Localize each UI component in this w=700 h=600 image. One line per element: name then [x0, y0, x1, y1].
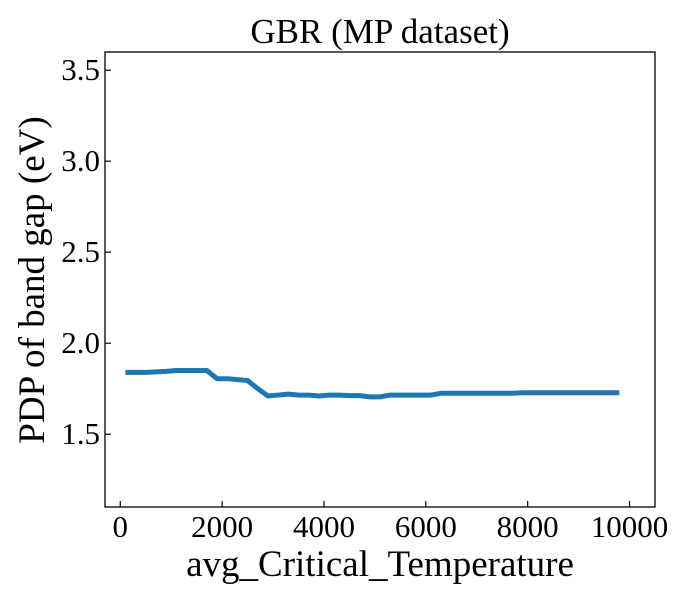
series-layer [125, 368, 620, 400]
plot-frame [104, 51, 656, 508]
x-axis-ticks: 0 2000 4000 6000 8000 10000 [113, 501, 669, 544]
y-tick-label: 2.0 [61, 325, 100, 360]
x-tick-label: 4000 [293, 509, 355, 544]
x-tick-label: 10000 [591, 509, 669, 544]
plot-area: 0 2000 4000 6000 8000 10000 1.5 2.0 2.5 3.0 3.5 [61, 51, 669, 544]
x-axis-label: avg_Critical_Temperature [186, 544, 574, 585]
y-tick-label: 2.5 [61, 234, 100, 269]
y-tick-label: 3.5 [61, 52, 100, 87]
chart-title: GBR (MP dataset) [250, 12, 509, 51]
y-axis-ticks: 1.5 2.0 2.5 3.0 3.5 [61, 52, 111, 451]
x-tick-label: 0 [113, 509, 129, 544]
x-tick-label: 8000 [497, 509, 559, 544]
y-axis-label: PDP of band gap (eV) [12, 116, 53, 443]
y-tick-label: 3.0 [61, 143, 100, 178]
x-tick-label: 6000 [395, 509, 457, 544]
y-tick-label: 1.5 [61, 416, 100, 451]
series-line [125, 368, 620, 400]
x-tick-label: 2000 [191, 509, 253, 544]
